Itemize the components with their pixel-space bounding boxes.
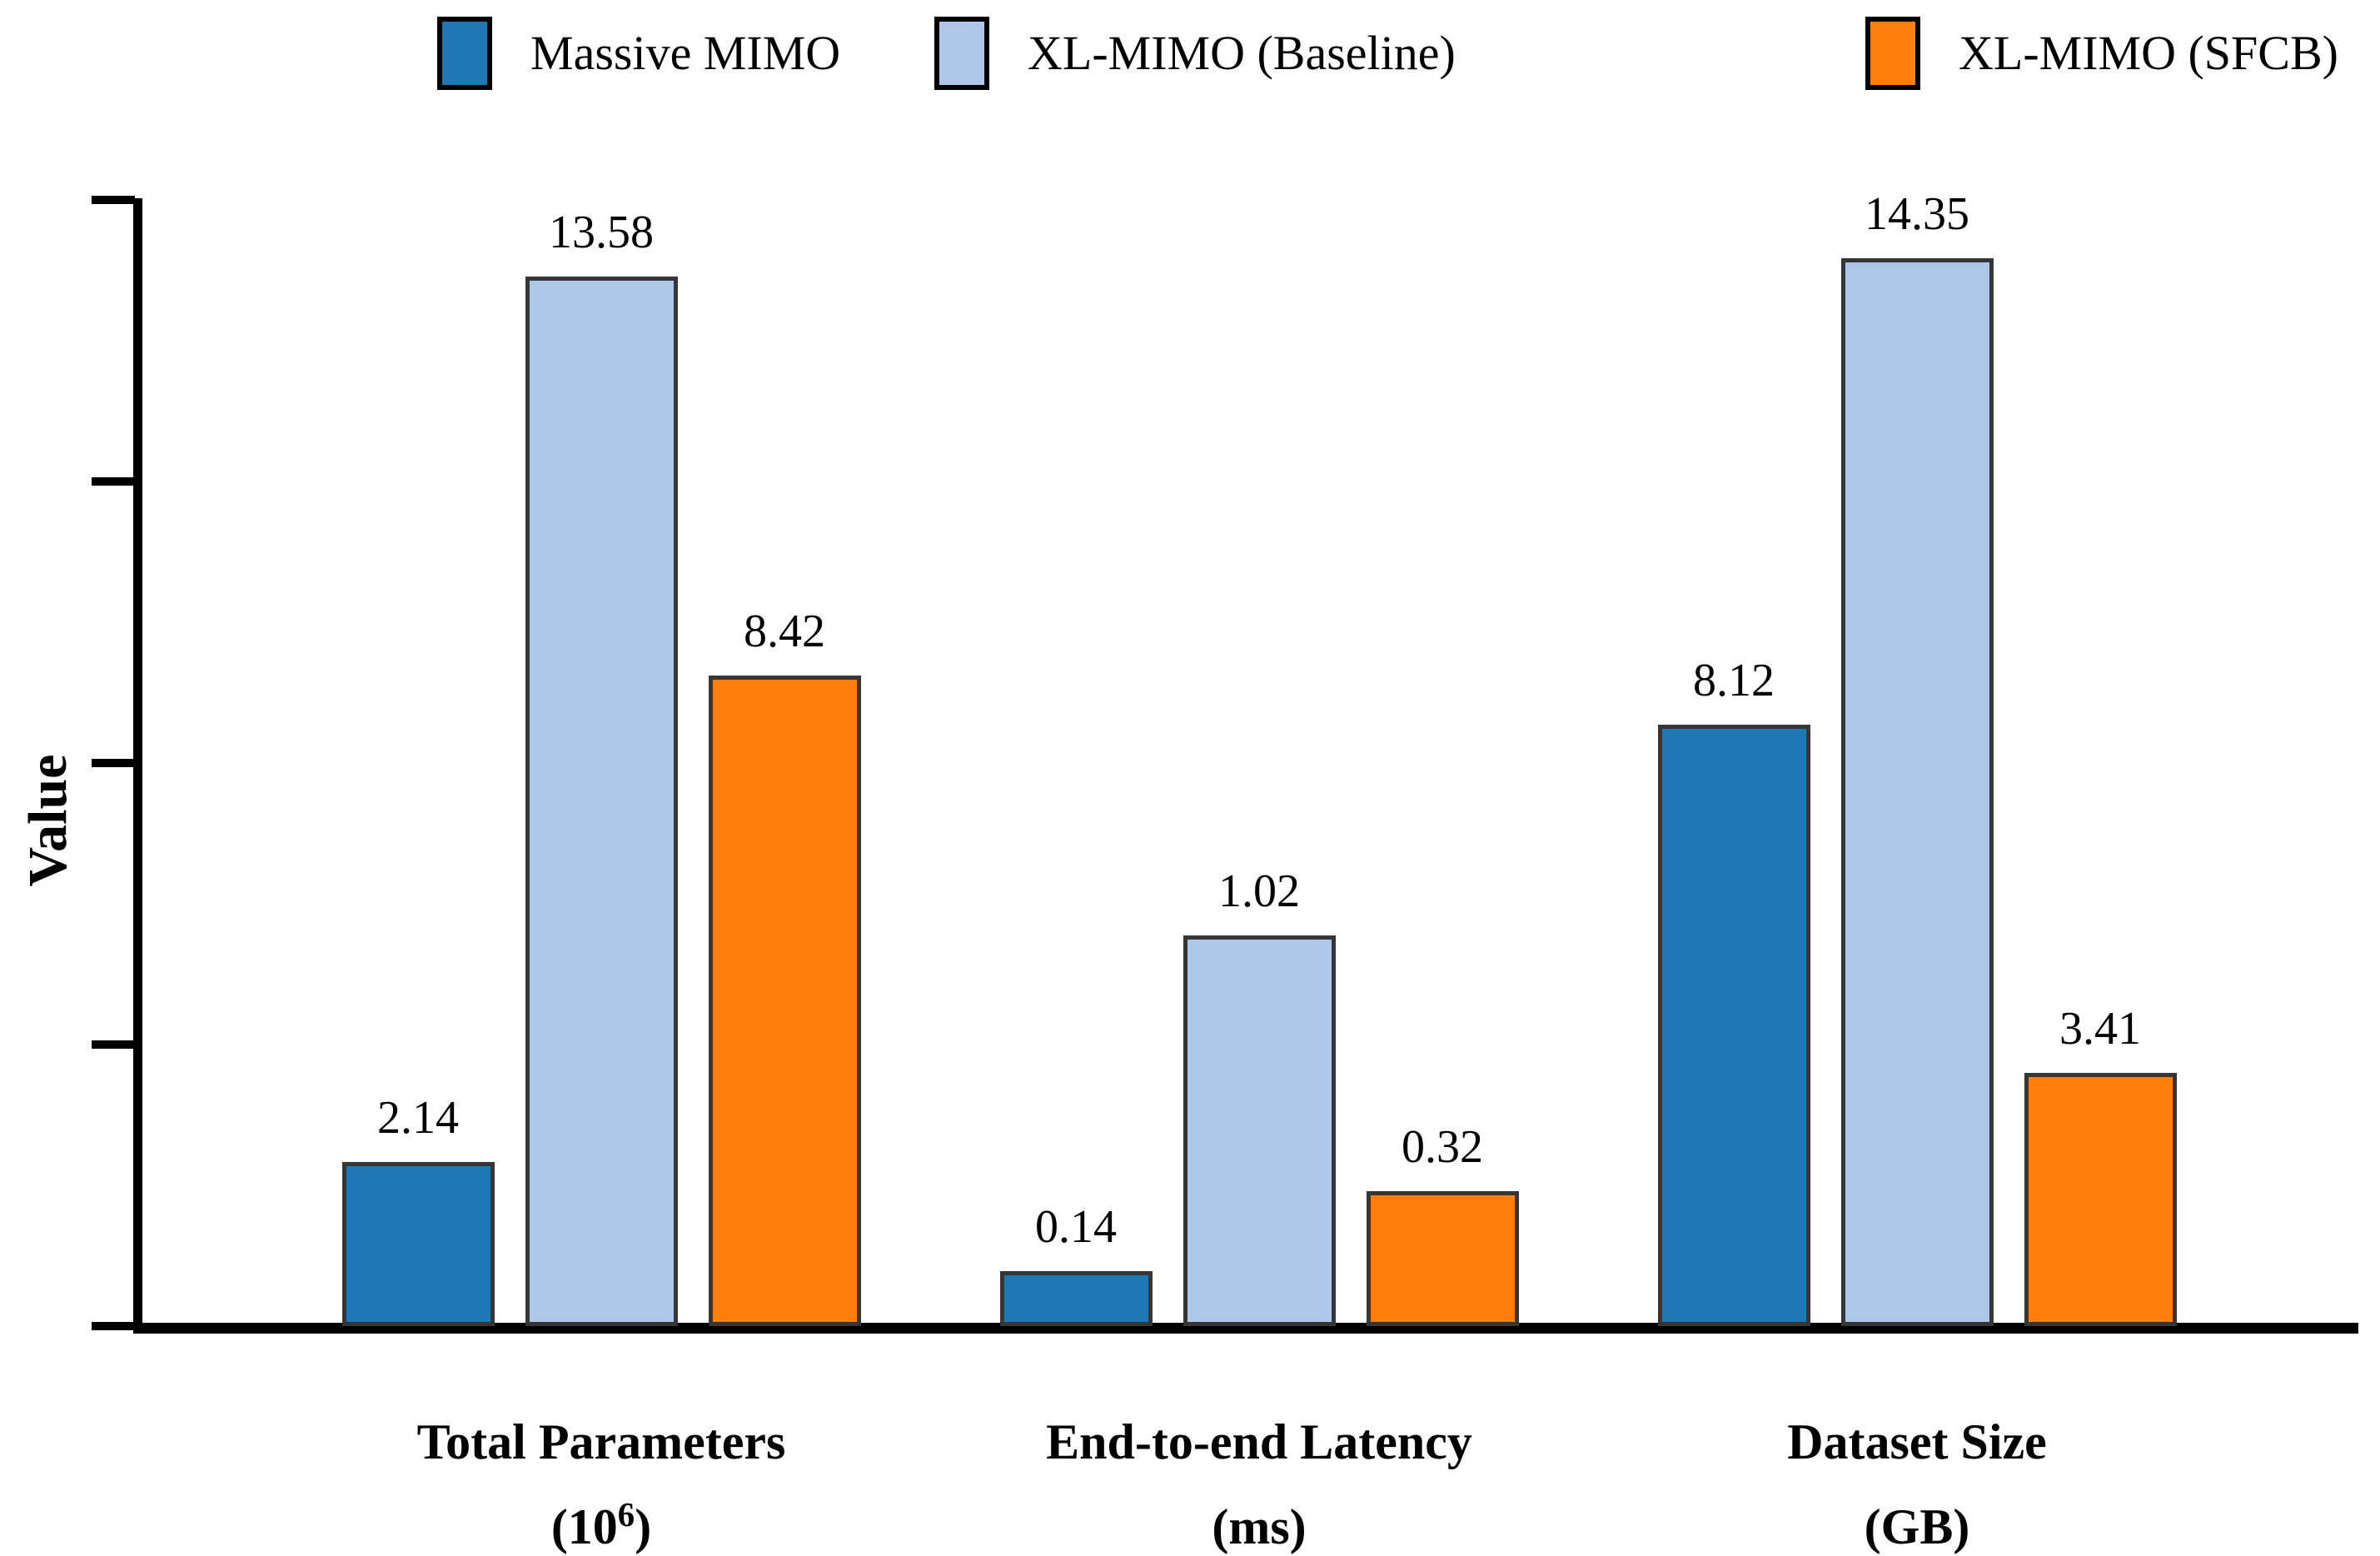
- legend-swatch-massive-mimo: [437, 17, 492, 90]
- value-label-massive-mimo-end-to-end-latency: 0.14: [1035, 1201, 1117, 1253]
- legend: Massive MIMO XL-MIMO (Baseline) XL-MIMO …: [0, 12, 2380, 103]
- bar-xl-mimo-baseline-total-parameters: [525, 277, 678, 1326]
- legend-swatch-xl-mimo-baseline: [934, 17, 989, 90]
- y-axis-tick: [92, 477, 135, 486]
- legend-label-xl-mimo-sfcb: XL-MIMO (SFCB): [1959, 26, 2338, 80]
- bar-massive-mimo-dataset-size: [1658, 725, 1810, 1326]
- bar-xl-mimo-baseline-end-to-end-latency: [1183, 935, 1336, 1326]
- value-label-xl-mimo-baseline-end-to-end-latency: 1.02: [1218, 865, 1300, 917]
- y-axis-tick: [92, 1040, 135, 1049]
- bar-xl-mimo-baseline-dataset-size: [1841, 258, 1994, 1326]
- legend-label-massive-mimo: Massive MIMO: [530, 26, 841, 80]
- y-axis-tick: [92, 196, 135, 204]
- y-axis-tick: [92, 1322, 135, 1330]
- legend-item-xl-mimo-sfcb: XL-MIMO (SFCB): [1865, 12, 2338, 95]
- legend-item-xl-mimo-baseline: XL-MIMO (Baseline): [934, 12, 1456, 95]
- value-label-xl-mimo-sfcb-end-to-end-latency: 0.32: [1402, 1121, 1483, 1173]
- legend-swatch-xl-mimo-sfcb: [1865, 17, 1920, 90]
- value-label-xl-mimo-sfcb-total-parameters: 8.42: [744, 606, 825, 657]
- bar-xl-mimo-sfcb-end-to-end-latency: [1367, 1191, 1519, 1326]
- bar-xl-mimo-sfcb-dataset-size: [2024, 1073, 2177, 1326]
- value-label-xl-mimo-baseline-total-parameters: 13.58: [549, 207, 654, 258]
- bar-xl-mimo-sfcb-total-parameters: [709, 676, 861, 1326]
- category-label-total-parameters: Total Parameters (106): [416, 1414, 786, 1554]
- category-label-end-to-end-latency: End-to-end Latency (ms): [1046, 1414, 1472, 1554]
- value-label-xl-mimo-baseline-dataset-size: 14.35: [1865, 188, 1969, 240]
- legend-item-massive-mimo: Massive MIMO: [437, 12, 840, 95]
- value-label-xl-mimo-sfcb-dataset-size: 3.41: [2059, 1003, 2141, 1055]
- value-label-massive-mimo-dataset-size: 8.12: [1693, 655, 1775, 706]
- legend-label-xl-mimo-baseline: XL-MIMO (Baseline): [1028, 26, 1456, 80]
- y-axis-title: Value: [17, 754, 78, 887]
- bar-massive-mimo-end-to-end-latency: [1000, 1271, 1153, 1326]
- bar-massive-mimo-total-parameters: [342, 1162, 495, 1326]
- y-axis-tick: [92, 759, 135, 767]
- y-axis-spine: [133, 198, 142, 1333]
- category-label-dataset-size: Dataset Size (GB): [1787, 1414, 2047, 1554]
- value-label-massive-mimo-total-parameters: 2.14: [377, 1092, 459, 1144]
